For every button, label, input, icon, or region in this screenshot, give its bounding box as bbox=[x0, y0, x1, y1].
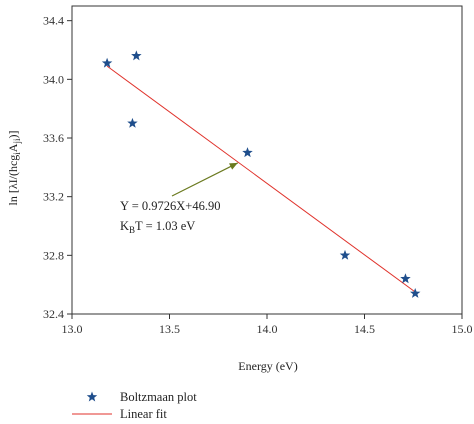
fit-equation: Y = 0.9726X+46.90 bbox=[120, 199, 220, 213]
fit-annotation: Y = 0.9726X+46.90 KBT = 1.03 eV bbox=[120, 162, 239, 235]
legend-star-marker bbox=[86, 391, 98, 402]
legend-label-boltzmaan: Boltzmaan plot bbox=[120, 390, 197, 404]
x-tick-label: 14.5 bbox=[354, 322, 375, 336]
boltzmann-data-point bbox=[131, 50, 142, 61]
y-tick-label: 33.2 bbox=[43, 190, 64, 204]
boltzmann-data-point bbox=[409, 287, 421, 298]
linear-fit-line bbox=[106, 65, 416, 293]
x-tick-label: 13.0 bbox=[62, 322, 83, 336]
x-axis-title: Energy (eV) bbox=[238, 359, 297, 373]
annotation-arrowhead bbox=[229, 162, 238, 170]
y-tick-label: 32.4 bbox=[43, 307, 64, 321]
boltzmann-data-point bbox=[242, 147, 253, 158]
y-tick-label: 34.4 bbox=[43, 14, 64, 28]
boltzmann-data-point bbox=[101, 57, 113, 68]
legend-label-linear-fit: Linear fit bbox=[120, 407, 167, 421]
y-tick-label: 34.0 bbox=[43, 72, 64, 86]
x-tick-label: 13.5 bbox=[159, 322, 180, 336]
boltzmann-data-point bbox=[127, 117, 138, 128]
legend-star-icon bbox=[86, 391, 98, 402]
y-tick-label: 33.6 bbox=[43, 131, 64, 145]
x-tick-label: 15.0 bbox=[452, 322, 473, 336]
annotation-arrow bbox=[171, 162, 239, 197]
plot-frame bbox=[71, 5, 463, 315]
y-tick-label: 32.8 bbox=[43, 248, 64, 262]
legend: Boltzmaan plot Linear fit bbox=[72, 390, 197, 421]
x-tick-label: 14.0 bbox=[257, 322, 278, 336]
y-axis-title: ln [λI/(hcgiAji)] bbox=[6, 130, 22, 205]
boltzmann-data-point bbox=[400, 273, 411, 284]
boltzmann-data-point bbox=[339, 249, 351, 260]
kbt-label: KBT = 1.03 eV bbox=[120, 219, 195, 235]
